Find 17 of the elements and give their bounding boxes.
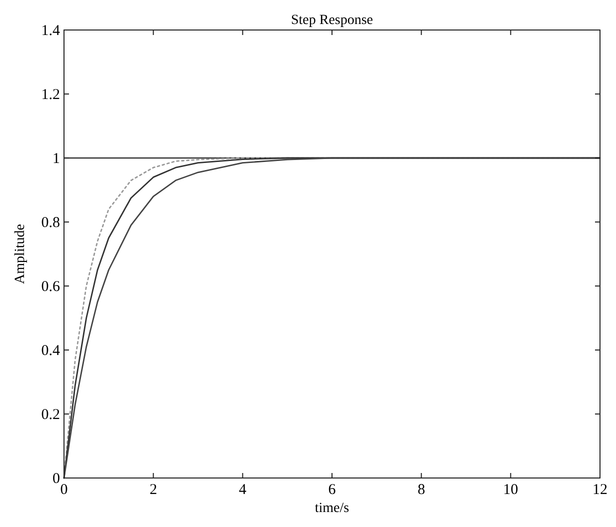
y-tick-label: 0.2 xyxy=(41,407,60,423)
x-tick-label: 2 xyxy=(150,482,158,498)
y-tick-label: 0.4 xyxy=(41,343,60,359)
x-axis-title: time/s xyxy=(314,501,350,516)
y-tick-label: 0.8 xyxy=(41,215,60,231)
x-tick-label: 12 xyxy=(592,482,608,498)
y-tick-label: 0.6 xyxy=(41,279,60,295)
y-tick-label: 1.2 xyxy=(41,87,60,103)
chart-title: Step Response xyxy=(290,13,374,28)
x-tick-label: 6 xyxy=(328,482,336,498)
y-axis-title: Amplitude xyxy=(13,224,28,284)
x-tick-label: 8 xyxy=(418,482,426,498)
y-tick-label: 1 xyxy=(52,151,60,167)
y-tick-label: 1.4 xyxy=(41,23,60,39)
x-tick-label: 4 xyxy=(238,482,247,498)
x-tick-label: 10 xyxy=(503,482,518,498)
y-tick-label: 0 xyxy=(52,471,60,487)
